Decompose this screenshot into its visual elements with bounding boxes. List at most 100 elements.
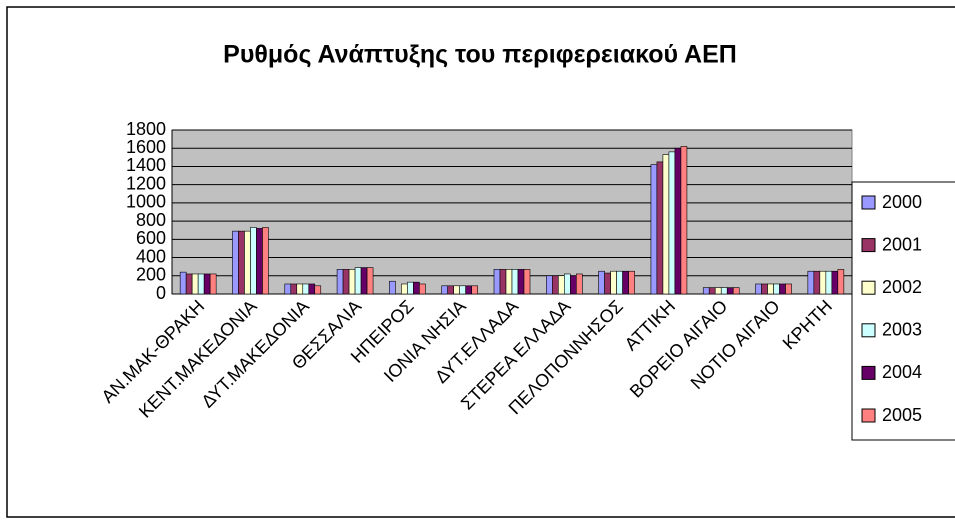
bar — [191, 273, 199, 295]
y-tick-label: 1200 — [126, 173, 166, 193]
bar — [232, 230, 239, 295]
bar — [523, 269, 531, 295]
bar — [825, 270, 833, 295]
bar — [785, 283, 792, 295]
bar — [720, 287, 728, 295]
bar — [610, 270, 617, 295]
y-tick-label: 200 — [136, 265, 166, 285]
bar — [296, 283, 304, 295]
legend-label: 2005 — [882, 405, 922, 425]
y-tick-label: 1000 — [126, 192, 166, 212]
legend-label: 2003 — [882, 320, 922, 340]
y-tick-label: 400 — [136, 246, 166, 266]
bar — [714, 287, 722, 295]
bar — [401, 283, 408, 295]
y-tick-label: 600 — [136, 228, 166, 248]
bar — [262, 227, 269, 295]
y-tick-label: 800 — [136, 210, 166, 230]
bar — [505, 269, 513, 295]
bar — [284, 283, 292, 295]
bar — [250, 227, 257, 295]
bar — [755, 283, 762, 295]
bar — [441, 285, 448, 295]
bar — [726, 287, 734, 295]
bar — [650, 164, 658, 295]
bar — [290, 283, 298, 295]
legend-swatch — [861, 408, 876, 423]
bar — [708, 287, 716, 295]
bar — [308, 283, 316, 295]
bar — [493, 269, 501, 295]
bar — [179, 271, 187, 295]
bar — [813, 270, 821, 295]
bar — [616, 270, 623, 295]
bar — [552, 275, 559, 295]
plot-area — [171, 129, 853, 295]
legend-label: 2004 — [882, 362, 922, 382]
bar — [407, 281, 414, 295]
bar — [342, 269, 350, 295]
bar — [185, 273, 193, 295]
legend-swatch — [861, 195, 876, 210]
legend-box — [851, 181, 955, 441]
bar — [413, 281, 420, 295]
legend-label: 2000 — [882, 192, 922, 212]
bar — [662, 154, 670, 295]
legend-swatch — [861, 280, 876, 295]
bar — [238, 230, 245, 295]
bar — [197, 273, 205, 295]
bar — [831, 270, 839, 295]
bar — [732, 287, 740, 295]
bar — [668, 151, 676, 295]
bar — [622, 270, 629, 295]
bar — [576, 273, 583, 295]
chart-title: Ρυθμός Ανάπτυξης του περιφερειακού ΑΕΠ — [223, 41, 737, 69]
bar — [453, 285, 460, 295]
bar — [773, 283, 780, 295]
bar — [336, 269, 344, 295]
y-tick-label: 1400 — [126, 155, 166, 175]
bar — [203, 273, 211, 295]
bar — [366, 267, 374, 295]
bar — [598, 270, 605, 295]
legend-swatch — [861, 365, 876, 380]
y-tick-label: 1800 — [126, 119, 166, 139]
legend-label: 2001 — [882, 234, 922, 254]
bar — [702, 287, 710, 295]
bar — [419, 283, 426, 295]
bar — [779, 283, 786, 295]
legend-swatch — [861, 323, 876, 338]
bar — [314, 285, 322, 295]
bar — [256, 228, 263, 295]
bar — [767, 283, 774, 295]
y-tick-label: 1600 — [126, 137, 166, 157]
bar — [465, 285, 472, 295]
bar — [244, 230, 251, 295]
y-tick-label: 0 — [156, 283, 166, 303]
bar — [570, 275, 577, 295]
bar — [348, 269, 356, 295]
bar — [604, 272, 611, 295]
bar — [354, 267, 362, 295]
bar — [302, 283, 310, 295]
bar — [511, 269, 519, 295]
bar — [819, 270, 827, 295]
bar — [564, 273, 571, 295]
bar — [680, 146, 688, 295]
bar — [447, 285, 454, 295]
legend-label: 2002 — [882, 277, 922, 297]
bar — [499, 269, 507, 295]
bar — [209, 273, 217, 295]
legend-swatch — [861, 238, 876, 253]
bar — [360, 267, 368, 295]
bar — [837, 269, 845, 295]
bar — [558, 275, 565, 295]
bar — [807, 270, 815, 295]
bar — [471, 285, 478, 295]
bar — [389, 280, 396, 295]
bar — [628, 270, 635, 295]
bar — [761, 283, 768, 295]
bar — [459, 285, 466, 295]
bar — [517, 269, 525, 295]
